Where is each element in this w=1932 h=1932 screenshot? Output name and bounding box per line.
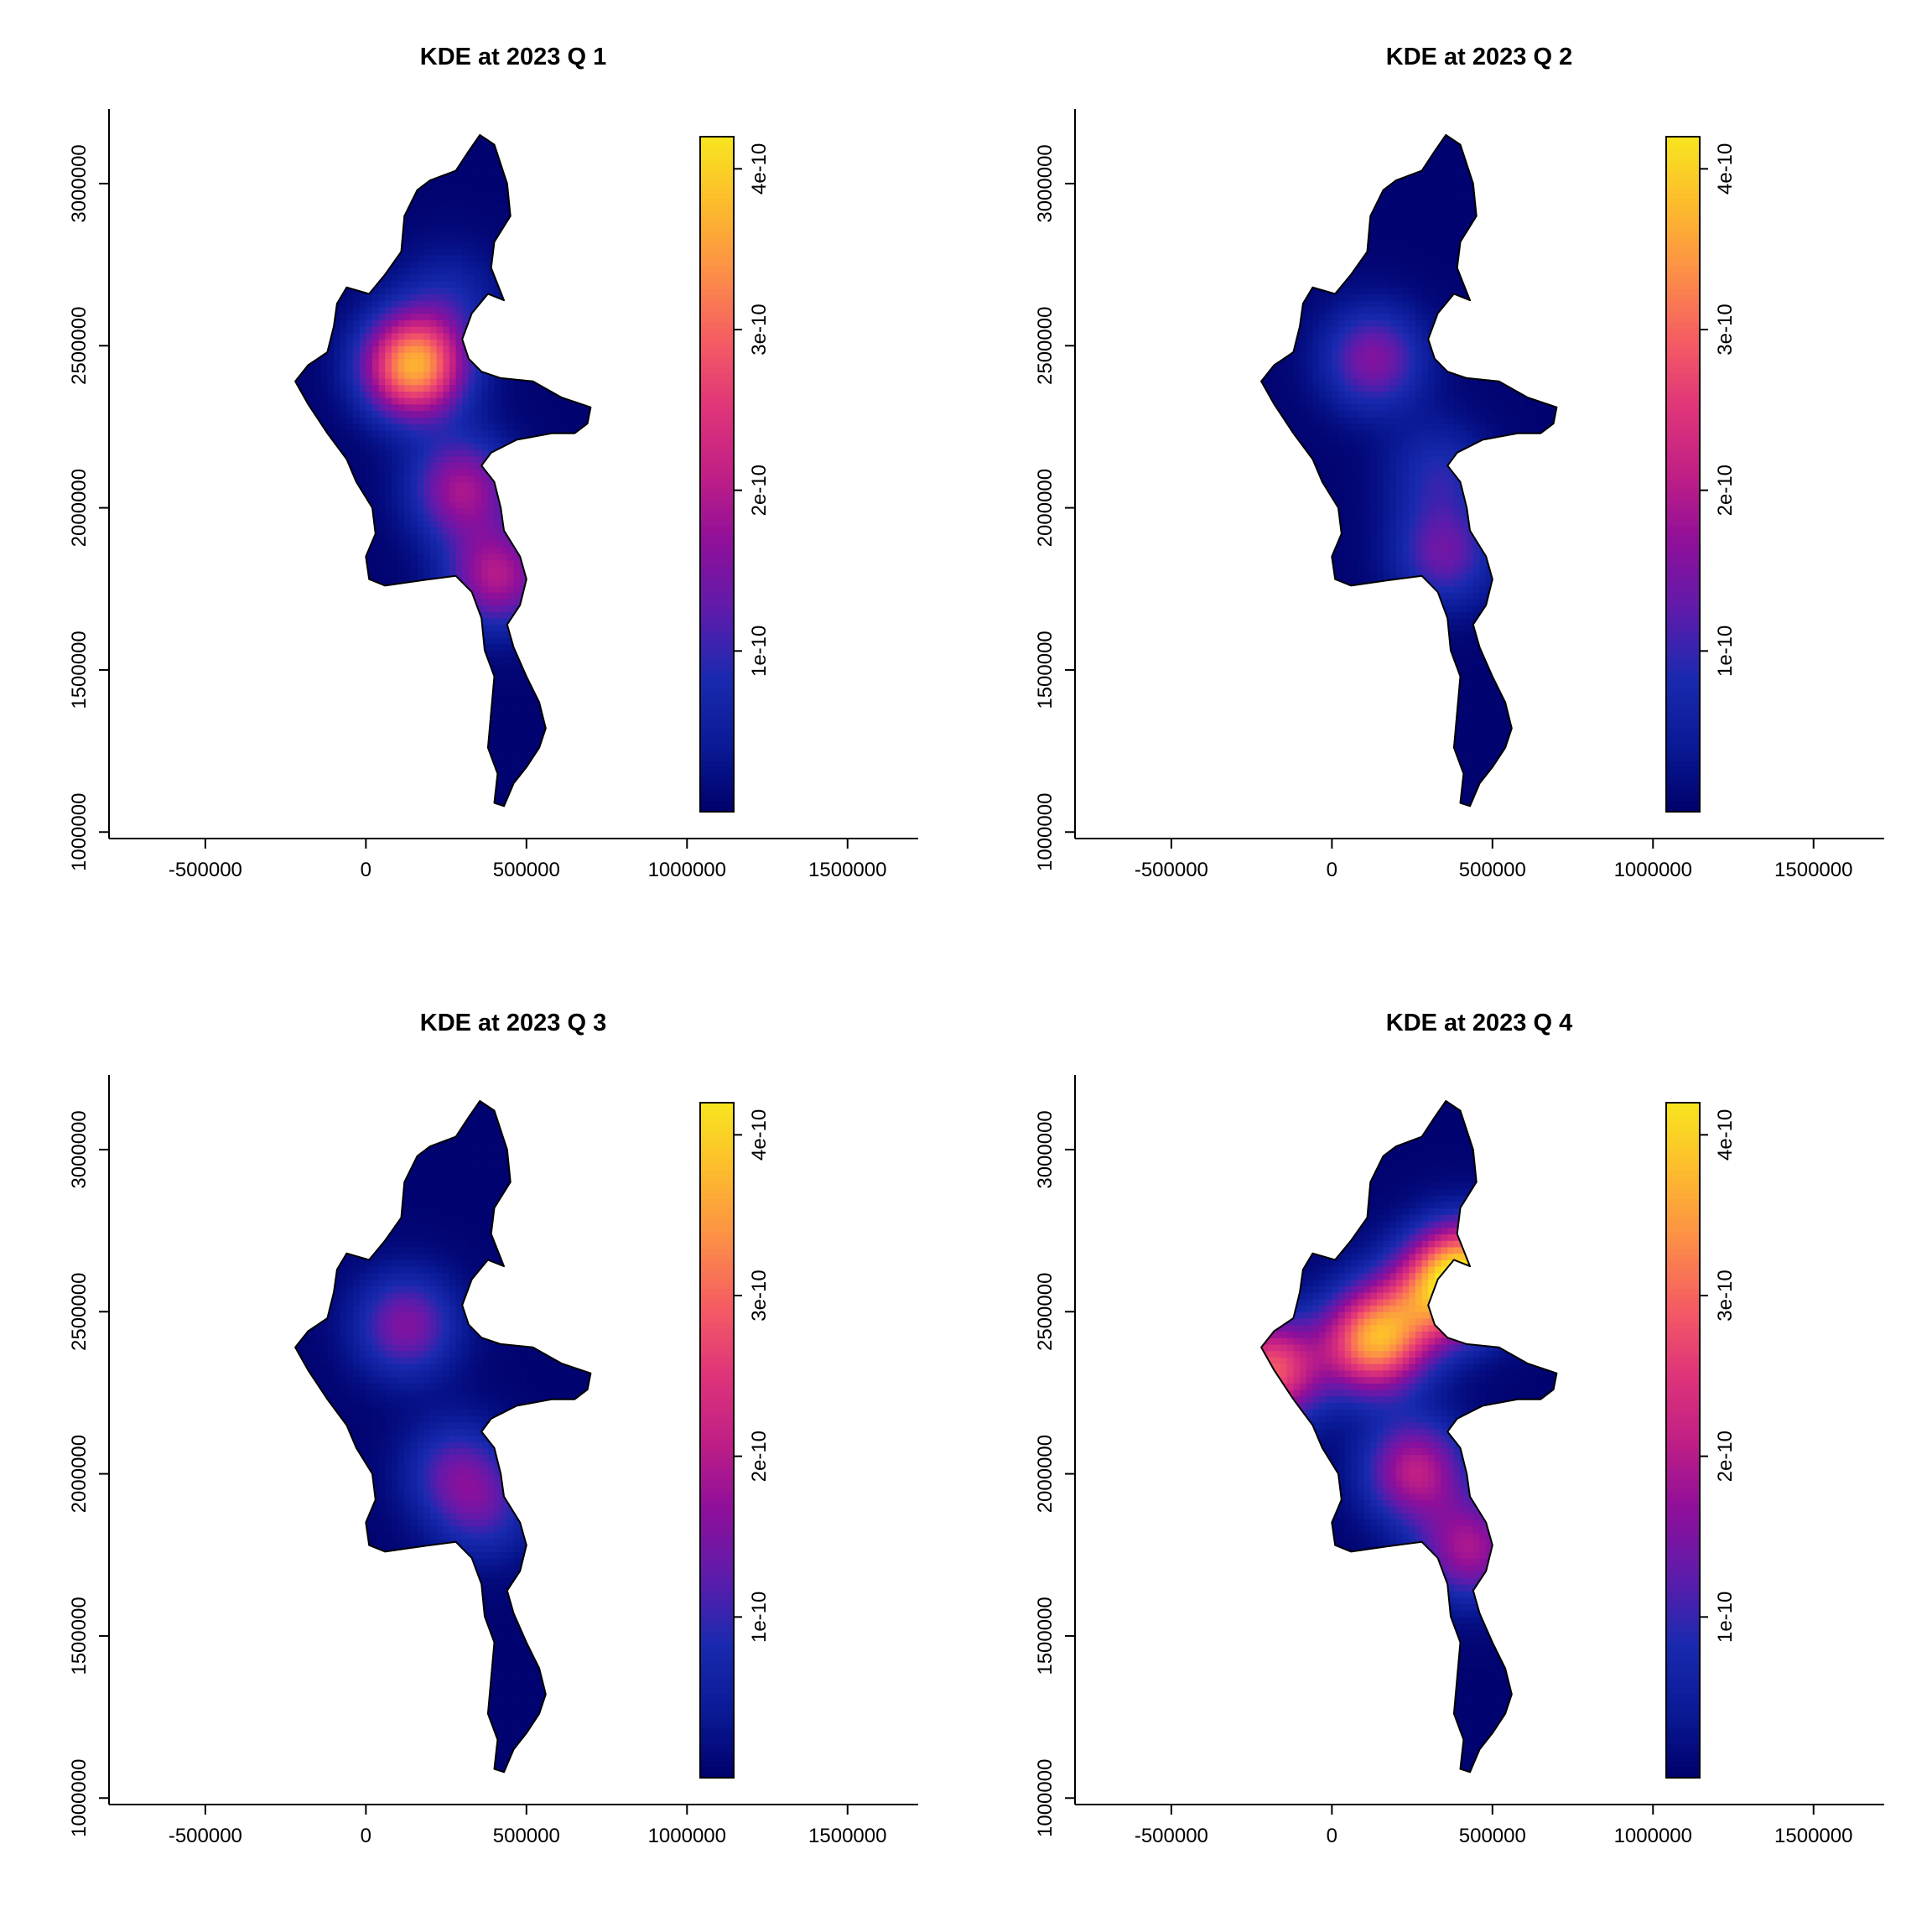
x-tick-label: -500000	[169, 859, 242, 881]
density-raster	[1261, 134, 1557, 807]
panel-title: KDE at 2023 Q 2	[1386, 44, 1572, 70]
density-raster	[1261, 1100, 1557, 1773]
x-tick-label: 1500000	[1774, 859, 1852, 881]
y-tick-label: 3000000	[1034, 144, 1057, 222]
x-tick-label: 1000000	[648, 1825, 726, 1847]
colorbar-tick-label: 2e-10	[1714, 465, 1737, 516]
colorbar-tick-label: 1e-10	[748, 1592, 771, 1643]
y-tick-label: 3000000	[68, 1110, 91, 1188]
x-tick-label: -500000	[1135, 859, 1208, 881]
colorbar-frame	[1665, 1102, 1701, 1779]
panel-title: KDE at 2023 Q 4	[1386, 1010, 1572, 1036]
kde-panel-3: KDE at 2023 Q 3 -500000 0 500000 1000000 1500…	[68, 1010, 918, 1847]
colorbar: 1e-10 2e-10 3e-10 4e-10	[699, 1102, 771, 1779]
colorbar: 1e-10 2e-10 3e-10 4e-10	[1665, 136, 1737, 813]
x-tick-label: 1500000	[808, 1825, 886, 1847]
colorbar-tick-label: 4e-10	[1714, 1109, 1737, 1161]
colorbar: 1e-10 2e-10 3e-10 4e-10	[699, 136, 771, 813]
colorbar-tick-label: 4e-10	[1714, 143, 1737, 195]
x-tick-label: 500000	[493, 859, 560, 881]
y-tick-label: 1000000	[68, 1759, 91, 1837]
x-tick-label: 1000000	[1614, 859, 1692, 881]
colorbar-tick-label: 2e-10	[1714, 1431, 1737, 1482]
country-border	[294, 133, 592, 808]
y-tick-label: 2000000	[68, 1435, 91, 1513]
y-tick-label: 1500000	[1034, 1597, 1057, 1675]
y-tick-label: 2000000	[68, 469, 91, 547]
x-tick-label: 500000	[1459, 859, 1526, 881]
colorbar-tick-label: 3e-10	[1714, 1270, 1737, 1321]
y-tick-label: 2000000	[1034, 1435, 1057, 1513]
kde-panel-4: KDE at 2023 Q 4 -500000 0 500000 1000000 1500…	[1034, 1010, 1884, 1847]
density-raster	[295, 134, 591, 807]
country-border	[1260, 1099, 1558, 1774]
colorbar-tick-label: 1e-10	[748, 626, 771, 677]
colorbar-frame	[1665, 136, 1701, 813]
panel-title: KDE at 2023 Q 3	[420, 1010, 606, 1036]
kde-panel-2: KDE at 2023 Q 2 -500000 0 500000 1000000 1500…	[1034, 44, 1884, 881]
y-tick-label: 2500000	[68, 1273, 91, 1351]
x-tick-label: 0	[1327, 1825, 1337, 1847]
y-tick-label: 1500000	[68, 631, 91, 709]
x-tick-label: 0	[361, 1825, 371, 1847]
y-tick-label: 3000000	[1034, 1110, 1057, 1188]
colorbar: 1e-10 2e-10 3e-10 4e-10	[1665, 1102, 1737, 1779]
y-tick-label: 1000000	[68, 793, 91, 871]
y-tick-label: 1000000	[1034, 1759, 1057, 1837]
colorbar-frame	[699, 1102, 735, 1779]
x-tick-label: 0	[361, 859, 371, 881]
country-border	[294, 1099, 592, 1774]
x-tick-label: 1000000	[648, 859, 726, 881]
panel-title: KDE at 2023 Q 1	[420, 44, 606, 70]
y-tick-label: 2000000	[1034, 469, 1057, 547]
colorbar-tick-label: 1e-10	[1714, 1592, 1737, 1643]
y-tick-label: 3000000	[68, 144, 91, 222]
y-tick-label: 1500000	[68, 1597, 91, 1675]
colorbar-frame	[699, 136, 735, 813]
kde-panel-1: KDE at 2023 Q 1 -500000 0 500000 1000000 1500…	[68, 44, 918, 881]
colorbar-tick-label: 3e-10	[748, 304, 771, 355]
x-tick-label: 1500000	[1774, 1825, 1852, 1847]
y-tick-label: 1000000	[1034, 793, 1057, 871]
x-tick-label: 1000000	[1614, 1825, 1692, 1847]
y-tick-label: 1500000	[1034, 631, 1057, 709]
colorbar-tick-label: 4e-10	[748, 143, 771, 195]
y-tick-label: 2500000	[1034, 307, 1057, 385]
x-tick-label: 1500000	[808, 859, 886, 881]
y-tick-label: 2500000	[1034, 1273, 1057, 1351]
x-tick-label: 500000	[1459, 1825, 1526, 1847]
country-border	[1260, 133, 1558, 808]
x-tick-label: 500000	[493, 1825, 560, 1847]
colorbar-tick-label: 3e-10	[1714, 304, 1737, 355]
x-tick-label: -500000	[1135, 1825, 1208, 1847]
y-tick-label: 2500000	[68, 307, 91, 385]
x-tick-label: 0	[1327, 859, 1337, 881]
colorbar-tick-label: 2e-10	[748, 465, 771, 516]
colorbar-tick-label: 2e-10	[748, 1431, 771, 1482]
colorbar-tick-label: 4e-10	[748, 1109, 771, 1161]
colorbar-tick-label: 3e-10	[748, 1270, 771, 1321]
x-tick-label: -500000	[169, 1825, 242, 1847]
colorbar-tick-label: 1e-10	[1714, 626, 1737, 677]
density-raster	[295, 1100, 591, 1773]
